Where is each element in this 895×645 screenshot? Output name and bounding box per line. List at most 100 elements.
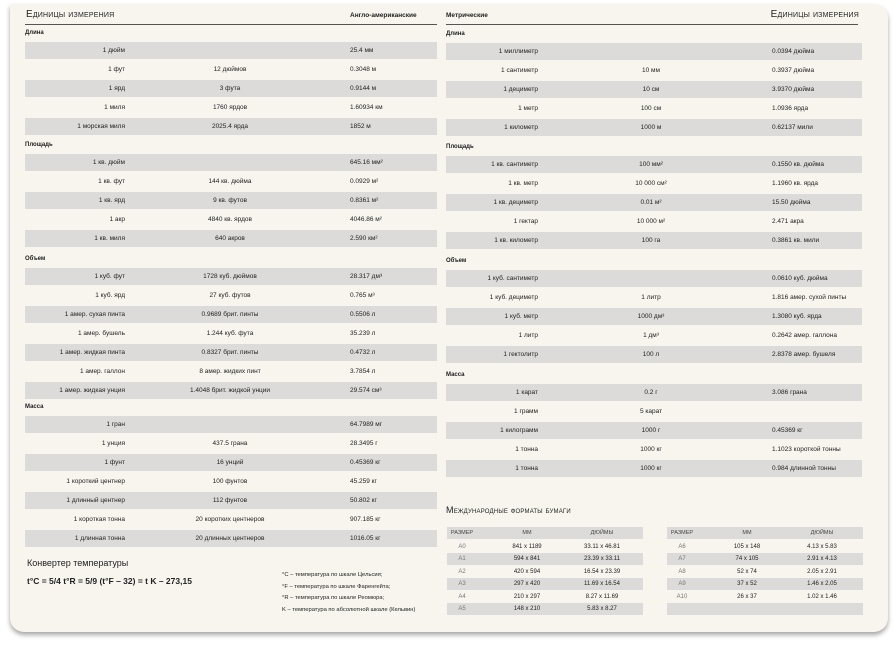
paper-row: A3 297 x 420 11.69 x 16.54 <box>447 578 643 591</box>
paper-cell: 2.91 x 4.13 <box>807 556 837 563</box>
right-page-title: Единицы измерения <box>770 9 859 20</box>
left-page-subtitle: Англо-американские <box>350 12 417 19</box>
table-row: 1 амер. галлон 8 амер. жидких пинт 3.7854 … <box>25 363 437 380</box>
table-row: 1 кв. километр 100 га 0.3861 кв. мили <box>446 232 862 249</box>
unit-cell: 1 кв. миля <box>94 235 125 242</box>
paper-cell: A1 <box>458 556 466 563</box>
equivalent-cell: 20 длинных центнеров <box>195 535 265 542</box>
conversion-cell: 1.1023 короткой тонны <box>772 446 841 453</box>
section-label: Масса <box>446 372 465 378</box>
paper-row: A10 26 x 37 1.02 x 1.46 <box>667 591 863 603</box>
paper-header-cell: дюймы <box>590 530 614 536</box>
conversion-cell: 1852 м <box>350 123 371 130</box>
paper-header-cell: мм <box>742 530 752 536</box>
conversion-cell: 64.7989 мг <box>350 421 383 428</box>
conversion-cell: 1.60934 км <box>350 104 383 111</box>
paper-cell: 420 x 594 <box>513 568 541 575</box>
table-row: 1 ярд 3 фута 0.9144 м <box>25 80 437 97</box>
conversion-cell: 1.816 амер. сухой пинты <box>772 294 847 301</box>
paper-cell: 8.27 x 11.69 <box>585 593 619 600</box>
equivalent-cell: 27 куб. футов <box>209 292 251 299</box>
unit-cell: 1 тонна <box>515 446 538 453</box>
conversion-cell: 0.45369 кг <box>772 427 803 434</box>
equivalent-cell: 12 дюймов <box>213 66 247 73</box>
unit-cell: 1 миллиметр <box>498 48 538 55</box>
table-row: 1 кв. дюйм 645.16 мм² <box>25 154 437 171</box>
table-row: 1 дециметр 10 см 3.9370 дюйма <box>446 81 862 98</box>
conversion-cell: 0.984 длинной тонны <box>772 465 836 472</box>
unit-cell: 1 тонна <box>515 465 538 472</box>
paper-row: A9 37 x 52 1.46 x 2.05 <box>667 578 863 591</box>
conversion-cell: 0.3937 дюйма <box>772 67 815 74</box>
equivalent-cell: 20 коротких центнеров <box>195 516 265 523</box>
equivalent-cell: 16 унций <box>216 459 244 466</box>
paper-table-header: размер мм дюймы <box>667 527 863 539</box>
conversion-cell: 0.3048 м <box>350 66 377 73</box>
unit-cell: 1 ярд <box>108 85 125 92</box>
paper-header-cell: размер <box>670 530 694 536</box>
table-row: 1 кв. метр 10 000 см² 1.1960 кв. ярда <box>446 175 862 192</box>
equivalent-cell: 640 акров <box>215 235 245 242</box>
unit-cell: 1 литр <box>518 332 538 339</box>
temperature-title: Конвертер температуры <box>27 558 129 568</box>
unit-cell: 1 амер. жидкая пинта <box>59 349 125 356</box>
unit-cell: 1 килограмм <box>500 427 538 434</box>
unit-cell: 1 сантиметр <box>501 67 538 74</box>
equivalent-cell: 4840 кв. ярдов <box>207 216 253 223</box>
left-header-rule <box>25 24 437 25</box>
paper-row: A8 52 x 74 2.05 x 2.91 <box>667 566 863 578</box>
conversion-cell: 0.0394 дюйма <box>772 48 815 55</box>
unit-cell: 1 кв. фут <box>98 178 125 185</box>
table-row: 1 миля 1760 ярдов 1.60934 км <box>25 99 437 116</box>
paper-cell: A7 <box>678 556 686 563</box>
equivalent-cell: 100 л <box>642 351 660 358</box>
paper-row: A0 841 x 1189 33.11 x 46.81 <box>447 541 643 553</box>
conversion-cell: 50.802 кг <box>350 497 377 504</box>
unit-cell: 1 фунт <box>104 459 125 466</box>
conversion-cell: 3.086 грана <box>772 389 807 396</box>
paper-cell: 210 x 297 <box>513 593 541 600</box>
left-page-title: Единицы измерения <box>26 9 115 20</box>
unit-cell: 1 кв. ярд <box>98 197 125 204</box>
section-label: Объем <box>25 256 46 262</box>
table-row: 1 куб. ярд 27 куб. футов 0.765 м³ <box>25 287 437 304</box>
unit-cell: 1 гектолитр <box>503 351 538 358</box>
section-label: Площадь <box>25 142 53 148</box>
equivalent-cell: 144 кв. дюйма <box>208 178 252 185</box>
paper-cell: A0 <box>458 544 466 550</box>
equivalent-cell: 8 амер. жидких пинт <box>199 368 261 375</box>
table-row: 1 гектолитр 100 л 2.8378 амер. бушеля <box>446 346 862 363</box>
paper-cell: A9 <box>678 581 686 588</box>
equivalent-cell: 100 см <box>640 105 662 112</box>
temperature-note: °C – температура по шкале Цельсия; <box>282 572 383 578</box>
unit-cell: 1 куб. сантиметр <box>487 275 538 282</box>
equivalent-cell: 10 000 м² <box>636 218 666 225</box>
unit-cell: 1 карат <box>515 389 538 396</box>
paper-cell: 37 x 52 <box>737 581 757 588</box>
equivalent-cell: 1 литр <box>641 294 661 301</box>
paper-format-table: размер мм дюймы A6 105 x 148 4.13 x 5.83 A7 74 … <box>667 527 863 615</box>
table-row: 1 килограмм 1000 г 0.45369 кг <box>446 422 862 439</box>
section-label: Длина <box>25 30 44 36</box>
equivalent-cell: 100 мм² <box>639 161 663 168</box>
conversion-cell: 0.0929 м² <box>350 178 379 185</box>
temperature-note: °R – температура по шкале Реомюра; <box>282 595 385 601</box>
paper-cell: A6 <box>678 544 686 550</box>
unit-cell: 1 гран <box>106 421 125 428</box>
paper-row: A7 74 x 105 2.91 x 4.13 <box>667 553 863 566</box>
table-row: 1 длинная тонна 20 длинных центнеров 1016.… <box>25 530 437 547</box>
paper-cell: 105 x 148 <box>733 544 761 550</box>
unit-cell: 1 грамм <box>514 408 538 415</box>
paper-header-cell: мм <box>522 530 532 536</box>
conversion-cell: 45.259 кг <box>350 478 377 485</box>
right-header-rule <box>446 24 858 25</box>
conversion-cell: 907.185 кг <box>350 516 381 523</box>
conversion-cell: 28.317 дм³ <box>350 273 383 280</box>
paper-cell: 74 x 105 <box>735 556 759 563</box>
unit-cell: 1 куб. ярд <box>95 292 125 299</box>
conversion-cell: 1016.05 кг <box>350 535 381 542</box>
section-label: Объем <box>446 258 467 264</box>
table-row: 1 акр 4840 кв. ярдов 4046.86 м² <box>25 211 437 228</box>
table-row: 1 литр 1 дм³ 0.2642 амер. галлона <box>446 327 862 344</box>
temperature-formula: t°C = 5/4 t°R = 5/9 (t°F – 32) = t K – 2… <box>27 576 192 586</box>
